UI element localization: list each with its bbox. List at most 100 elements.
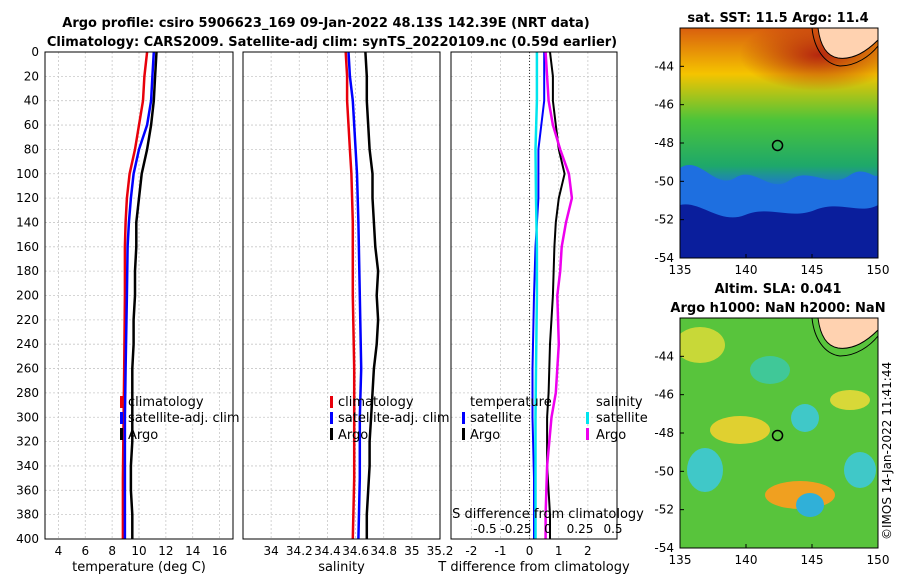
y-tick-label: 340 [16,459,39,473]
x-tick-label: 16 [212,544,227,558]
map-y-tick-label: -52 [654,213,674,227]
y-tick-label: 80 [24,142,39,156]
x-tick-label: 10 [131,544,146,558]
map-x-tick-label: 150 [867,553,890,567]
sst-cold-water [680,204,878,258]
y-tick-label: 280 [16,386,39,400]
legend-label-sal-argo: Argo [596,428,626,443]
legend-swatch-climatology [120,396,123,408]
map-y-tick-label: -54 [654,251,674,265]
map-x-tick-label: 140 [735,263,758,277]
secondary-tick-label: -0.25 [500,522,531,536]
y-tick-label: 140 [16,215,39,229]
x-tick-label: 8 [108,544,116,558]
map-y-tick-label: -50 [654,174,674,188]
y-tick-label: 240 [16,337,39,351]
x-tick-label: 34 [264,544,279,558]
sla-anomaly-low [791,404,819,432]
legend-swatch-climatology [330,396,333,408]
y-tick-label: 20 [24,69,39,83]
x-tick-label: 35 [404,544,419,558]
sla-anomaly-high [710,416,770,444]
argo-location-marker [771,429,784,442]
sst-map [680,28,878,258]
plot-frame [242,51,441,540]
legend-label-sal-satellite: satellite [596,411,648,426]
x-tick-label: 4 [55,544,63,558]
y-tick-label: 320 [16,435,39,449]
secondary-axis-ticks: -0.5 -0.25 0 0.25 0.5 [473,522,622,536]
series-line-salinity-satellite [534,52,539,539]
y-tick-label: 200 [16,289,39,303]
y-tick-label: 0 [31,45,39,59]
secondary-tick-label: 0.5 [603,522,622,536]
map-y-tick-label: -50 [654,464,674,478]
series-line-satellite-adj-clim [123,51,156,539]
map-y-tick-label: -46 [654,388,674,402]
sla-anomaly-low [796,493,824,517]
legend-swatch-temp-argo [462,428,465,440]
x-tick-label: 34.8 [370,544,397,558]
x-tick-label: 34.6 [342,544,369,558]
sla-anomaly-low [687,448,723,492]
map-y-tick-label: -46 [654,98,674,112]
x-tick-label: 35.2 [427,544,454,558]
legend-swatch-satellite [330,412,333,424]
salinity-legend: climatology satellite-adj. clim Argo [330,395,450,443]
x-axis-label: temperature (deg C) [72,560,206,575]
secondary-tick-label: -0.5 [473,522,496,536]
map-x-tick-label: 145 [801,263,824,277]
legend-swatch-satellite [120,412,123,424]
y-tick-label: 120 [16,191,39,205]
legend-label-argo: Argo [128,428,158,443]
series-line-climatology [344,51,356,540]
y-tick-label: 380 [16,508,39,522]
sst-map-axes: 135 140 145 150 -44 -46 -48 -50 -52 -54 [654,59,889,277]
legend-label-temp-satellite: satellite [470,411,522,426]
series-line-temperature-satellite [531,52,546,539]
map-y-tick-label: -54 [654,541,674,555]
series-line-climatology [121,51,149,539]
sla-map-title-line1: Altim. SLA: 0.041 [715,282,842,297]
x-tick-label: 34.4 [314,544,341,558]
series-line-argo [129,51,158,539]
series-line-salinity-argo [544,51,574,539]
legend-swatch-sal-satellite [586,412,589,424]
map-x-tick-label: 135 [669,553,692,567]
y-tick-label: 260 [16,362,39,376]
legend-title-temperature: temperature [470,395,552,410]
plot-frame [44,51,234,540]
y-tick-label: 300 [16,410,39,424]
legend-swatch-temp-satellite [462,412,465,424]
y-tick-label: 100 [16,167,39,181]
imos-credit: ©IMOS 14-Jan-2022 11:41:44 [880,362,894,540]
difference-legend: temperature satellite Argo salinity sate… [462,395,648,443]
x-tick-label: -1 [495,544,507,558]
x-tick-label: 1 [555,544,563,558]
legend-label-satellite: satellite-adj. clim [128,411,240,426]
map-x-tick-label: 150 [867,263,890,277]
y-tick-label: 220 [16,313,39,327]
series-line-argo [364,51,380,539]
sla-map-axes: 135 140 145 150 -44 -46 -48 -50 -52 -54 [654,349,889,567]
salinity-profile-panel: 34 34.2 34.4 34.6 34.8 35 35.2 salinity [242,51,454,575]
legend-swatch-argo [120,428,123,440]
sla-map-title-line2: Argo h1000: NaN h2000: NaN [670,301,885,316]
sst-map-title: sat. SST: 11.5 Argo: 11.4 [687,11,868,26]
legend-label-climatology: climatology [338,395,414,410]
x-tick-label: -2 [465,544,477,558]
legend-swatch-sal-argo [586,428,589,440]
y-tick-label: 60 [24,118,39,132]
x-tick-label: 12 [158,544,173,558]
y-tick-label: 400 [16,532,39,546]
x-tick-label: 2 [584,544,592,558]
legend-label-satellite: satellite-adj. clim [338,411,450,426]
sla-anomaly-high [830,390,870,410]
map-x-tick-label: 140 [735,553,758,567]
map-y-tick-label: -48 [654,136,674,150]
figure-title-line2: Climatology: CARS2009. Satellite-adj cli… [47,35,617,50]
legend-swatch-argo [330,428,333,440]
y-tick-label: 360 [16,483,39,497]
x-tick-label: 34.2 [286,544,313,558]
